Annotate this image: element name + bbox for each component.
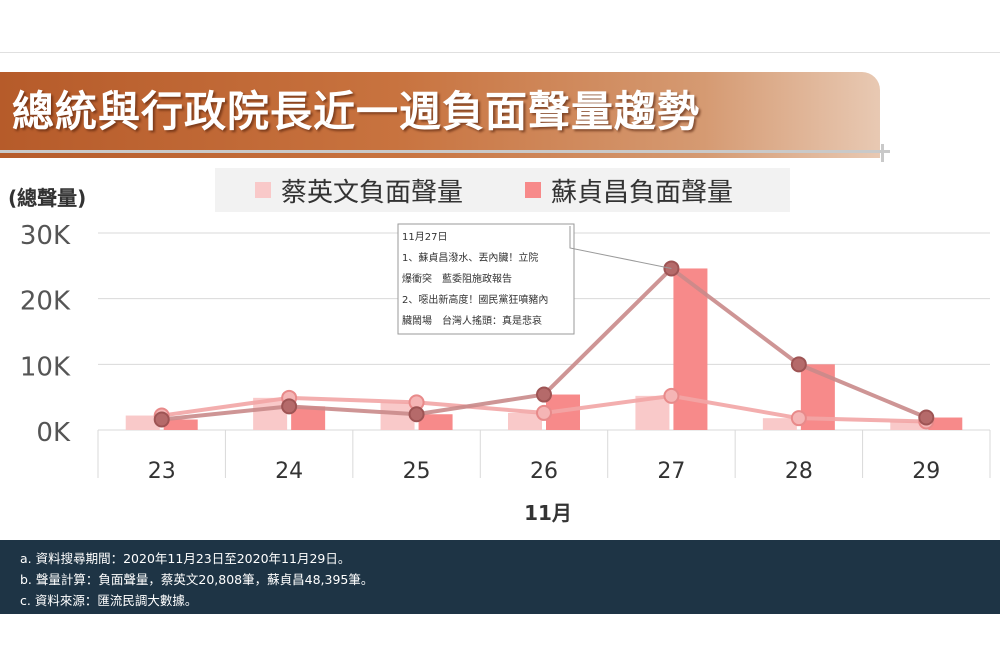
x-tick-label: 23 xyxy=(148,459,176,484)
chart-title: 總統與行政院長近一週負面聲量趨勢 xyxy=(12,87,701,136)
footer-note-source: c. 資料來源：匯流民調大數據。 xyxy=(20,593,198,608)
bar-su xyxy=(291,406,326,430)
y-tick-label: 20K xyxy=(20,287,71,317)
x-tick-label: 27 xyxy=(657,459,685,484)
bar-tsai xyxy=(762,418,797,430)
chart-legend: 蔡英文負面聲量 蘇貞昌負面聲量 xyxy=(215,168,790,212)
x-tick-label: 26 xyxy=(530,459,558,484)
bar-su xyxy=(928,417,963,430)
annotation-line: 11月27日 xyxy=(402,231,447,243)
y-axis-unit-label: (總聲量) xyxy=(8,186,87,210)
legend-swatch-su xyxy=(525,182,541,198)
title-underline xyxy=(0,150,884,153)
bar-tsai xyxy=(508,412,542,430)
point-su xyxy=(281,398,298,415)
title-banner xyxy=(0,72,880,158)
y-tick-label: 30K xyxy=(20,221,71,251)
annotation-box xyxy=(397,223,575,335)
y-tick-label: 10K xyxy=(20,352,71,382)
point-su xyxy=(408,406,425,423)
legend-item-su: 蘇貞昌負面聲量 xyxy=(525,168,733,212)
annotation-line: 1、蘇貞昌潑水、丟內臟！立院 xyxy=(402,251,538,264)
point-su xyxy=(536,386,552,403)
x-tick-label: 24 xyxy=(275,459,303,484)
point-tsai xyxy=(536,404,552,421)
legend-label-su: 蘇貞昌負面聲量 xyxy=(551,177,734,208)
point-su xyxy=(918,409,935,426)
footer-note-calculation: b. 聲量計算：負面聲量，蔡英文20,808筆，蘇貞昌48,395筆。 xyxy=(20,572,374,587)
point-tsai xyxy=(663,387,680,404)
legend-swatch-tsai xyxy=(255,182,271,198)
annotation-line: 爆衝突 藍委阻施政報告 xyxy=(402,272,512,285)
y-tick-label: 0K xyxy=(36,418,71,448)
bar-tsai xyxy=(890,421,925,430)
legend-label-tsai: 蔡英文負面聲量 xyxy=(281,177,464,208)
annotation-leader xyxy=(569,226,672,269)
title-underline-cross xyxy=(876,150,890,153)
x-tick-label: 25 xyxy=(403,459,431,484)
title-underline-tick xyxy=(881,144,884,162)
annotation-line: 2、噁出新高度！國民黨狂噴豬內 xyxy=(402,293,548,306)
point-tsai xyxy=(790,410,807,427)
x-axis-label: 11月 xyxy=(524,501,572,525)
point-su xyxy=(790,356,807,373)
bar-tsai xyxy=(125,415,160,430)
bar-su xyxy=(418,414,453,430)
x-tick-label: 28 xyxy=(785,459,813,484)
annotation-line: 臟鬧場 台灣人搖頭：真是悲哀 xyxy=(402,314,542,327)
x-tick-label: 29 xyxy=(912,459,940,484)
footer-note-period: a. 資料搜尋期間：2020年11月23日至2020年11月29日。 xyxy=(20,551,351,566)
chart-plot: 0K 10K 20K 30K 23 24 25 26 27 28 29 11月 11月27日 1、蘇貞昌潑… xyxy=(20,221,991,525)
footer-notes: a. 資料搜尋期間：2020年11月23日至2020年11月29日。 b. 聲量… xyxy=(0,540,1000,614)
legend-item-tsai: 蔡英文負面聲量 xyxy=(255,168,463,212)
bar-su xyxy=(163,419,198,430)
point-su xyxy=(153,411,170,428)
